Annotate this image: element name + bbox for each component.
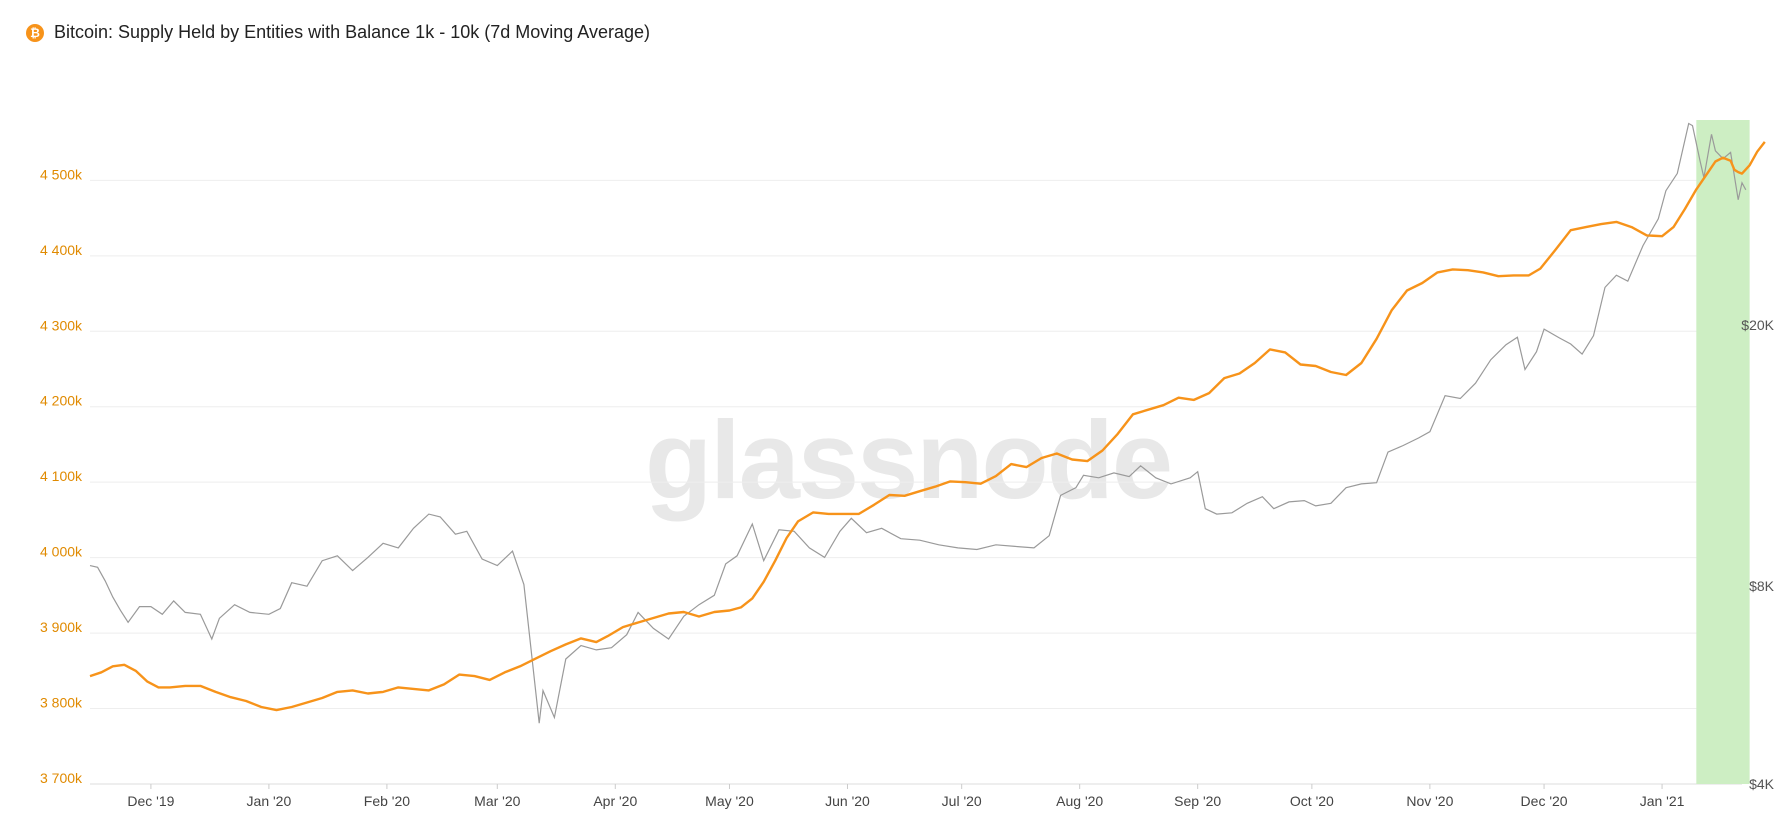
series-lines	[89, 122, 1766, 724]
chart-title: Bitcoin: Supply Held by Entities with Ba…	[54, 22, 650, 42]
watermark: glassnode	[645, 399, 1171, 522]
price-line	[89, 122, 1747, 724]
x-tick-label: Sep '20	[1174, 793, 1221, 809]
y-left-tick-label: 4 400k	[40, 242, 83, 258]
highlight-rect	[1696, 120, 1750, 784]
y-axis-left: 3 700k 3 800k 3 900k 4 000k 4 100k 4 200k 4 30…	[40, 166, 83, 786]
y-left-tick-label: 4 200k	[40, 393, 83, 409]
y-left-tick-label: 4 100k	[40, 468, 83, 484]
y-left-tick-label: 4 000k	[40, 544, 83, 560]
x-tick-label: Jan '20	[247, 793, 292, 809]
y-right-tick-label: $4K	[1749, 776, 1775, 792]
x-tick-label: Dec '19	[127, 793, 174, 809]
x-tick-label: Jul '20	[942, 793, 982, 809]
x-tick-label: Jan '21	[1640, 793, 1685, 809]
y-right-tick-label: $8K	[1749, 578, 1775, 594]
x-tick-label: Nov '20	[1406, 793, 1453, 809]
x-tick-label: Mar '20	[474, 793, 520, 809]
chart-header: ₿ Bitcoin: Supply Held by Entities with …	[26, 22, 650, 43]
x-tick-label: Oct '20	[1290, 793, 1334, 809]
gridlines	[90, 179, 1742, 785]
x-tick-label: Jun '20	[825, 793, 870, 809]
x-tick-label: Aug '20	[1056, 793, 1103, 809]
y-left-tick-label: 3 700k	[40, 770, 83, 786]
x-axis: Dec '19 Jan '20 Feb '20 Mar '20 Apr '20 May '…	[127, 784, 1685, 809]
x-tick-label: Dec '20	[1521, 793, 1568, 809]
y-axis-right: $4K $8K $20K	[1741, 317, 1774, 792]
x-tick-label: Feb '20	[364, 793, 410, 809]
highlight-band	[1696, 120, 1750, 784]
y-left-tick-label: 4 500k	[40, 166, 83, 182]
y-left-tick-label: 4 300k	[40, 317, 83, 333]
y-right-tick-label: $20K	[1741, 317, 1774, 333]
supply-line	[89, 141, 1766, 712]
x-tick-label: Apr '20	[593, 793, 637, 809]
y-left-tick-label: 3 900k	[40, 619, 83, 635]
x-tick-label: May '20	[705, 793, 754, 809]
bitcoin-icon: ₿	[26, 23, 44, 42]
y-left-tick-label: 3 800k	[40, 695, 83, 711]
